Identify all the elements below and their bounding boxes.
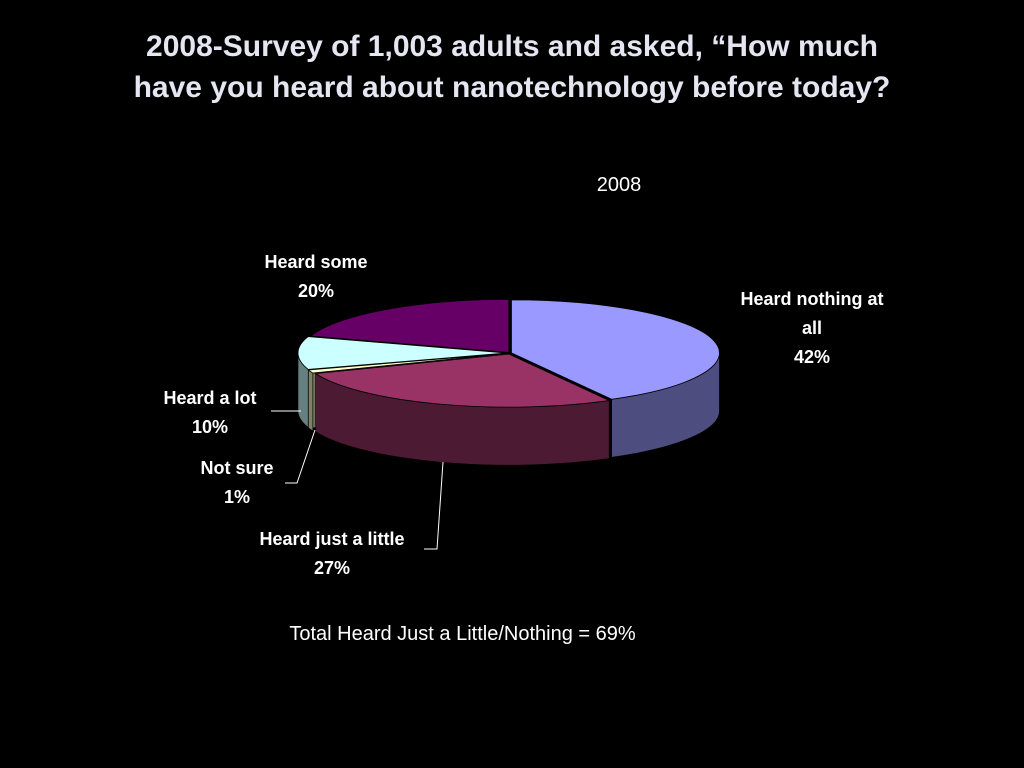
label-layer: Heard nothing at all 42% Heard just a littl… xyxy=(163,252,883,578)
leader-line xyxy=(424,461,444,550)
slice-label-line: Heard a lot xyxy=(163,388,256,408)
slice-label: Not sure 1% xyxy=(200,458,273,507)
slice-label-line: 10% xyxy=(192,417,228,437)
slice-label: Heard nothing at all 42% xyxy=(741,289,884,367)
pie-slice-side xyxy=(308,369,314,432)
leader-line xyxy=(285,429,316,484)
footer-note: Total Heard Just a Little/Nothing = 69% xyxy=(289,623,636,645)
pie-layer xyxy=(297,298,720,466)
slice-label: Heard a lot 10% xyxy=(163,388,256,437)
slice-label-line: Heard just a little xyxy=(259,529,404,549)
pie-slice-1 xyxy=(314,353,611,408)
slice-label-line: 42% xyxy=(794,347,830,367)
pie-slice-2 xyxy=(307,353,507,374)
slice-label-line: 1% xyxy=(224,487,250,507)
pie-slice-0 xyxy=(511,299,720,400)
slide-title: 2008-Survey of 1,003 adults and asked, “… xyxy=(0,26,1024,108)
slice-label-line: Heard nothing at xyxy=(741,289,884,309)
slice-label: Heard some 20% xyxy=(264,252,367,301)
slice-label-line: 27% xyxy=(314,558,350,578)
pie-slice-4 xyxy=(309,298,510,353)
chart-title: 2008 xyxy=(597,174,642,196)
slice-label-line: all xyxy=(802,318,822,338)
slice-label-line: Not sure xyxy=(200,458,273,478)
slice-label: Heard just a little 27% xyxy=(259,529,404,578)
slice-label-line: 20% xyxy=(298,281,334,301)
slide-title-line-1: 2008-Survey of 1,003 adults and asked, “… xyxy=(146,30,878,63)
pie-slice-3 xyxy=(297,336,507,370)
slide-title-line-2: have you heard about nanotechnology befo… xyxy=(133,71,891,104)
slice-label-line: Heard some xyxy=(264,252,367,272)
